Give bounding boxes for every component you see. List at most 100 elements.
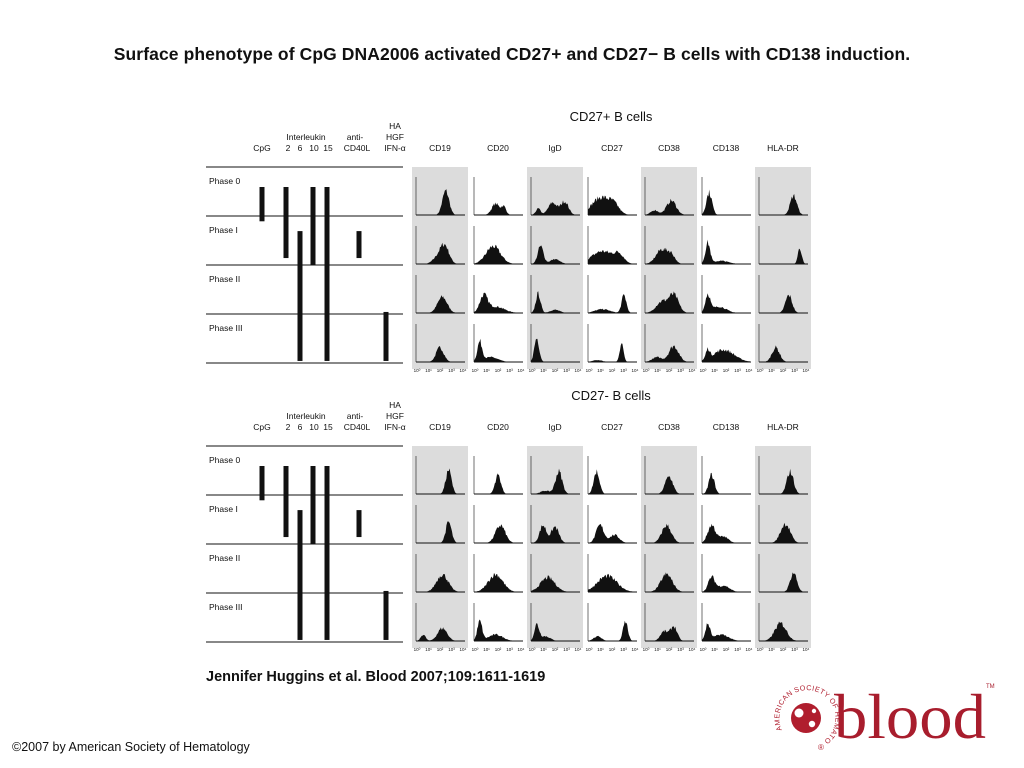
marker-label: HLA-DR bbox=[767, 422, 799, 432]
axis-tick-label: 10³ bbox=[506, 647, 513, 652]
axis-tick-label: 10² bbox=[437, 647, 444, 652]
histogram bbox=[416, 295, 464, 313]
phase-label: Phase 0 bbox=[209, 455, 240, 465]
ifn-alpha-header: IFN-α bbox=[384, 143, 406, 153]
histogram bbox=[759, 345, 807, 362]
histogram bbox=[759, 294, 807, 313]
anti-cd40l-header: CD40L bbox=[344, 143, 371, 153]
axis-tick-label: 10² bbox=[666, 647, 673, 652]
blood-journal-logo: AMERICAN SOCIETY OF HEMATOLOGY ® blood T… bbox=[768, 672, 995, 752]
histogram bbox=[416, 346, 464, 362]
axis-tick-label: 10⁰ bbox=[472, 368, 479, 373]
axis-tick-label: 10⁰ bbox=[757, 368, 764, 373]
histogram bbox=[588, 523, 636, 543]
ifn-alpha-header: IFN-α bbox=[384, 422, 406, 432]
axis-tick-label: 10⁴ bbox=[518, 368, 525, 373]
marker-label: CD19 bbox=[429, 143, 451, 153]
axis-tick-label: 10² bbox=[609, 368, 616, 373]
column-shading bbox=[641, 167, 697, 369]
histogram bbox=[531, 525, 579, 543]
axis-tick-label: 10³ bbox=[677, 647, 684, 652]
axis-tick-label: 10² bbox=[723, 647, 730, 652]
histogram bbox=[416, 242, 464, 264]
axis-tick-label: 10³ bbox=[448, 368, 455, 373]
axis-tick-label: 10² bbox=[780, 368, 787, 373]
marker-label: CD138 bbox=[713, 422, 740, 432]
phase-label: Phase I bbox=[209, 504, 238, 514]
histogram bbox=[645, 572, 693, 592]
marker-label: CD27 bbox=[601, 143, 623, 153]
histogram bbox=[474, 292, 522, 313]
citation: Jennifer Huggins et al. Blood 2007;109:1… bbox=[206, 669, 546, 685]
panel-title: CD27- B cells bbox=[571, 388, 651, 403]
blood-drops-icon bbox=[791, 703, 821, 733]
histogram bbox=[531, 575, 579, 592]
interleukin-header: Interleukin bbox=[286, 411, 325, 421]
axis-tick-label: 10⁰ bbox=[414, 647, 421, 652]
histogram bbox=[702, 239, 750, 264]
anti-cd40l-header: anti- bbox=[347, 132, 364, 142]
marker-label: CD38 bbox=[658, 143, 680, 153]
histogram bbox=[588, 343, 636, 362]
axis-tick-label: 10³ bbox=[734, 368, 741, 373]
axis-tick-label: 10¹ bbox=[711, 368, 718, 373]
treatment-bar bbox=[297, 510, 303, 640]
histogram bbox=[474, 202, 522, 215]
axis-tick-label: 10² bbox=[552, 647, 559, 652]
treatment-bar bbox=[283, 187, 289, 259]
treatment-bar bbox=[283, 466, 289, 538]
histogram bbox=[531, 200, 579, 215]
treatment-bar bbox=[383, 590, 389, 640]
column-shading bbox=[755, 446, 811, 648]
blood-wordmark: blood bbox=[834, 681, 986, 752]
column-shading bbox=[412, 446, 468, 648]
marker-label: CD20 bbox=[487, 143, 509, 153]
axis-tick-label: 10² bbox=[780, 647, 787, 652]
axis-tick-label: 10¹ bbox=[768, 368, 775, 373]
histogram bbox=[645, 198, 693, 215]
anti-cd40l-header: anti- bbox=[347, 411, 364, 421]
treatment-bar bbox=[259, 466, 265, 501]
histogram bbox=[416, 574, 464, 592]
copyright: ©2007 by American Society of Hematology bbox=[12, 740, 250, 754]
axis-tick-label: 10⁴ bbox=[575, 647, 582, 652]
histogram bbox=[531, 623, 579, 641]
histogram bbox=[702, 623, 750, 641]
histogram bbox=[759, 468, 807, 494]
treatment-bar bbox=[310, 187, 316, 266]
histogram bbox=[645, 291, 693, 313]
interleukin-header: Interleukin bbox=[286, 132, 325, 142]
ha-header: HA bbox=[389, 121, 401, 131]
treatment-bar bbox=[259, 187, 265, 222]
il-number-header: 2 bbox=[286, 143, 291, 153]
phase-label: Phase II bbox=[209, 553, 240, 563]
axis-tick-label: 10¹ bbox=[483, 368, 490, 373]
column-shading bbox=[641, 446, 697, 648]
axis-tick-label: 10³ bbox=[506, 368, 513, 373]
axis-tick-label: 10⁴ bbox=[460, 368, 467, 373]
histogram bbox=[588, 469, 636, 494]
axis-tick-label: 10⁴ bbox=[575, 368, 582, 373]
marker-label: IgD bbox=[548, 422, 561, 432]
axis-tick-label: 10⁴ bbox=[460, 647, 467, 652]
axis-tick-label: 10³ bbox=[563, 647, 570, 652]
axis-tick-label: 10³ bbox=[563, 368, 570, 373]
axis-tick-label: 10⁰ bbox=[529, 368, 536, 373]
marker-label: CD38 bbox=[658, 422, 680, 432]
histogram bbox=[588, 250, 636, 264]
axis-tick-label: 10² bbox=[666, 368, 673, 373]
axis-tick-label: 10⁴ bbox=[689, 368, 696, 373]
treatment-bar bbox=[383, 311, 389, 361]
histogram bbox=[416, 189, 464, 215]
axis-tick-label: 10³ bbox=[677, 368, 684, 373]
histogram bbox=[759, 194, 807, 215]
phase-label: Phase II bbox=[209, 274, 240, 284]
histogram bbox=[588, 294, 636, 313]
axis-tick-label: 10⁰ bbox=[529, 647, 536, 652]
histogram bbox=[702, 347, 750, 362]
histogram bbox=[416, 627, 464, 641]
histogram bbox=[416, 521, 464, 543]
column-shading bbox=[412, 167, 468, 369]
